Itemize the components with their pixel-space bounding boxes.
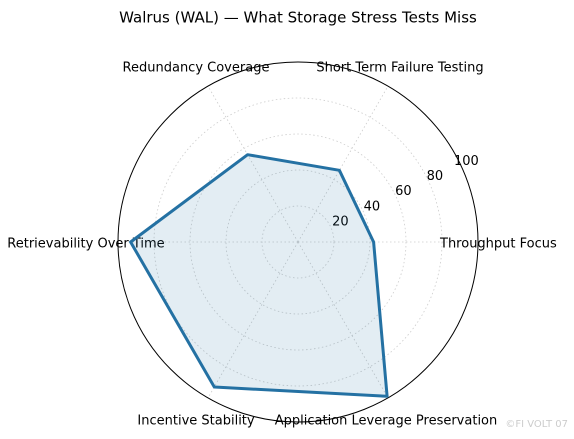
category-label: Short Term Failure Testing	[316, 61, 483, 76]
radar-area	[129, 153, 389, 398]
outer-circle	[117, 61, 479, 423]
category-label: Incentive Stability	[137, 414, 254, 429]
r-tick-label: 60	[395, 184, 412, 199]
watermark: ©FI VOLT 07	[505, 419, 568, 430]
category-label: Application Leverage Preservation	[275, 414, 498, 429]
category-label: Throughput Focus	[439, 237, 557, 252]
r-tick-label: 40	[364, 199, 381, 214]
r-tick-label: 100	[454, 154, 479, 169]
category-label: Redundancy Coverage	[123, 61, 270, 76]
chart-title: Walrus (WAL) — What Storage Stress Tests…	[119, 9, 477, 27]
category-label: Retrievability Over Time	[7, 237, 164, 252]
r-tick-label: 20	[332, 214, 349, 229]
r-tick-label: 80	[427, 169, 444, 184]
